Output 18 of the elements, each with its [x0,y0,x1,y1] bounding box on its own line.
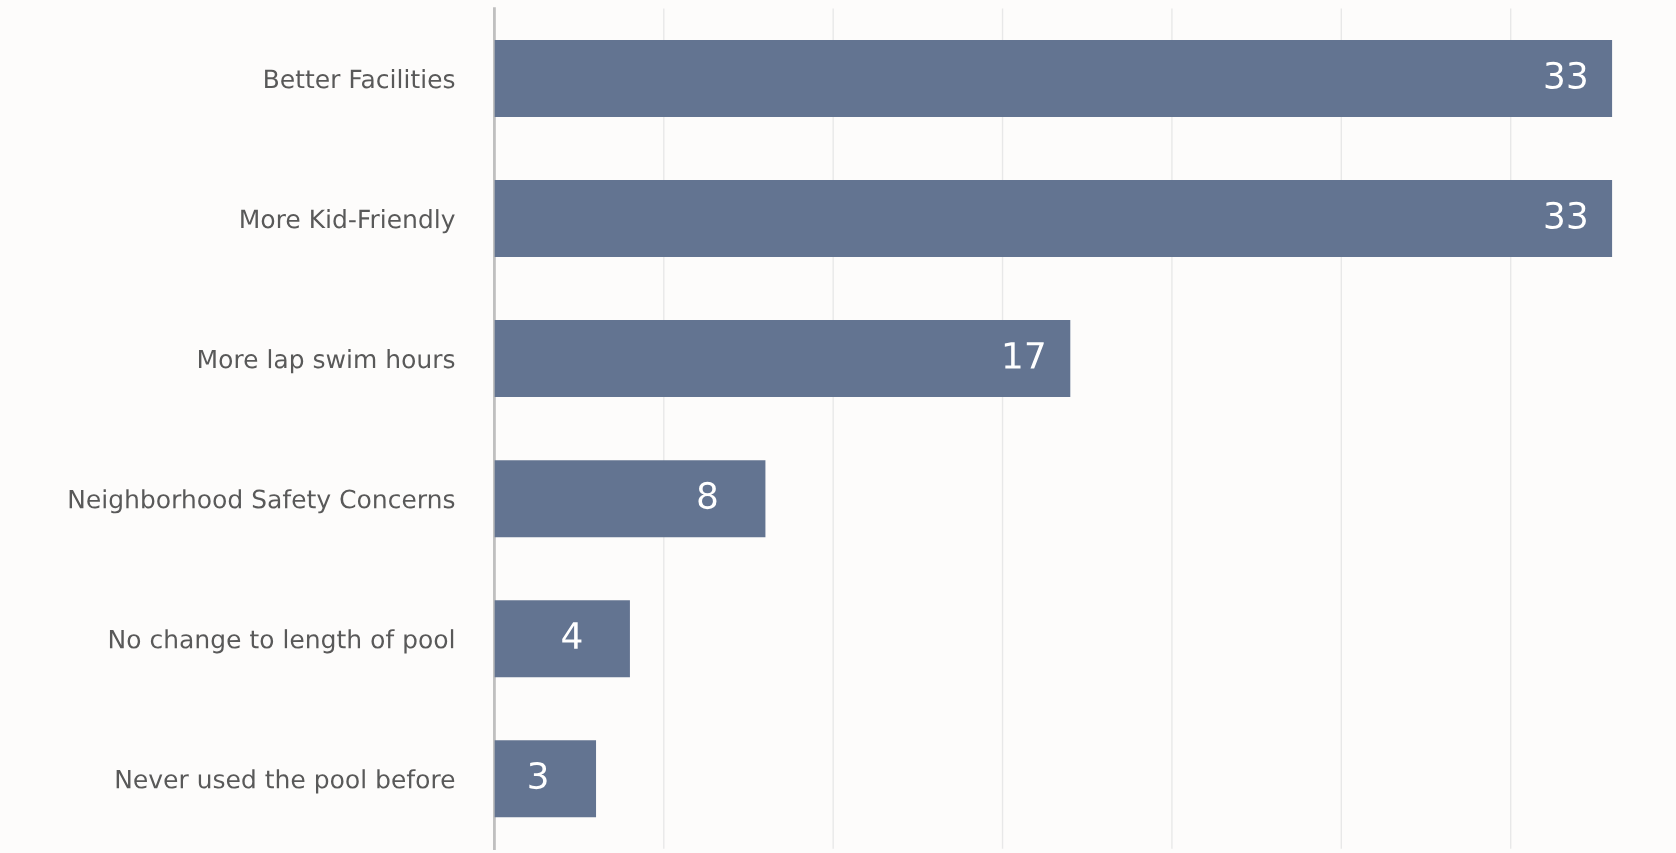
data-label: 3 [529,761,547,790]
bar [494,460,766,538]
data-label: 8 [698,481,717,510]
bar [494,600,630,678]
data-label: 33 [1545,61,1586,90]
data-label: 4 [562,622,582,649]
data-label: 33 [1545,201,1586,230]
y-tick-label: Neighborhood Safety Concerns [69,489,455,514]
y-tick-label: More Kid-Friendly [241,209,455,234]
bar [494,180,1613,258]
bar [494,320,1071,398]
data-label: 17 [1004,342,1044,369]
bar [494,740,597,818]
y-tick-label: More lap swim hours [199,349,455,374]
bar [494,40,1613,118]
y-tick-label: Never used the pool before [116,769,455,794]
y-tick-label: No change to length of pool [109,629,454,654]
y-tick-label: Better Facilities [265,69,455,89]
